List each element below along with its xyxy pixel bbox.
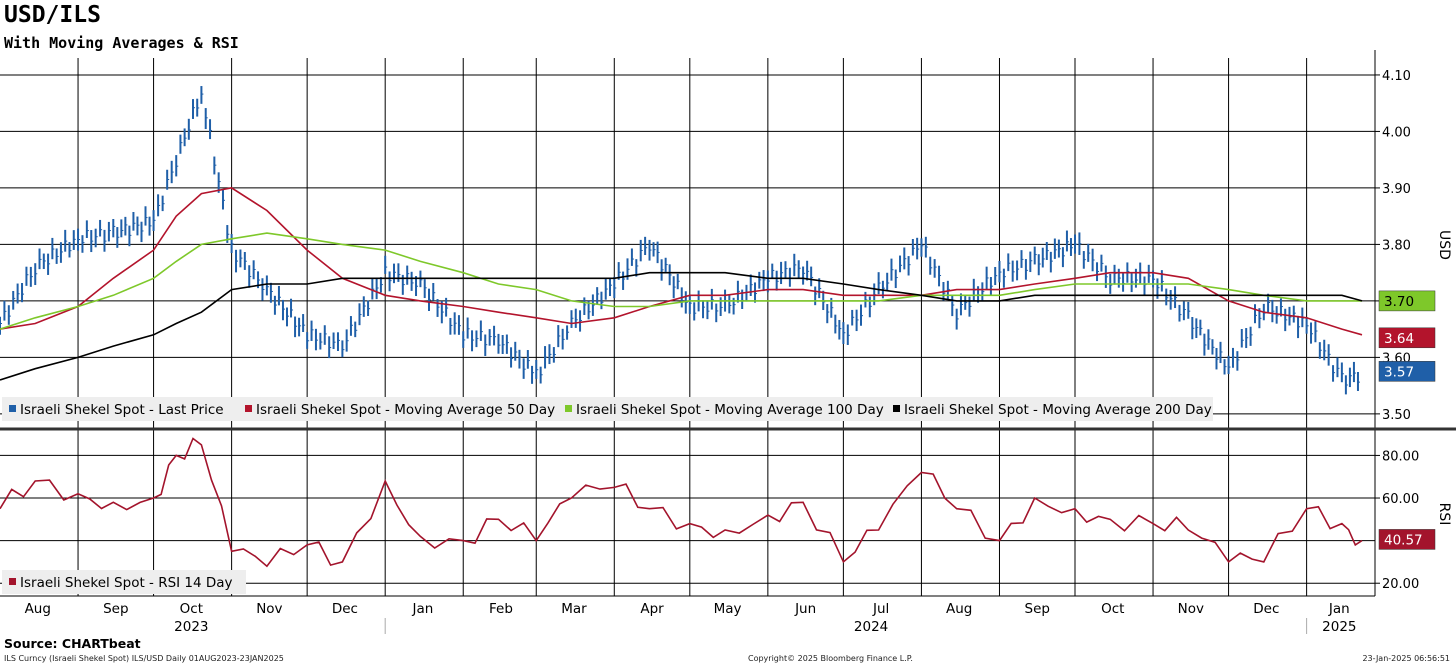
last-value-tag-rsi: 40.57 — [1378, 529, 1436, 550]
value-tag-box — [1378, 327, 1436, 349]
price-series-last-price — [0, 86, 1360, 395]
x-tick-label-month: Mar — [561, 601, 587, 617]
source-note: Source: CHARTbeat — [4, 636, 141, 651]
y-tick-label: 3.80 — [1382, 238, 1411, 253]
value-tag-box — [1378, 361, 1436, 382]
legend-swatch — [9, 405, 16, 412]
legend-swatch — [9, 578, 16, 585]
x-tick-label-month: Oct — [1101, 601, 1124, 617]
y-tick-label: 60.00 — [1382, 492, 1419, 507]
x-tick-label-month: Nov — [1178, 601, 1204, 617]
rsi-line — [0, 437, 1363, 568]
value-tag-box — [1378, 529, 1436, 550]
x-tick-label-month: May — [714, 601, 742, 617]
legend-swatch — [565, 405, 572, 412]
legend-label: Israeli Shekel Spot - Last Price — [20, 402, 224, 418]
ma200-line — [0, 271, 1363, 381]
x-tick-label-month: Jan — [1328, 601, 1350, 617]
x-tick-label-year: 2025 — [1322, 619, 1356, 635]
footer-ticker-info: ILS Curncy (Israeli Shekel Spot) ILS/USD… — [4, 654, 284, 663]
legend-main: Israeli Shekel Spot - Last Price Israeli … — [2, 397, 1213, 421]
value-tag-text: 40.57 — [1384, 532, 1423, 548]
footer-copyright: Copyright© 2025 Bloomberg Finance L.P. — [748, 654, 913, 663]
value-tag-box — [1378, 290, 1436, 312]
legend-label: Israeli Shekel Spot - RSI 14 Day — [20, 575, 233, 591]
x-tick-label-month: Sep — [1025, 601, 1050, 617]
x-tick-label-month: Jan — [412, 601, 434, 617]
y-tick-label: 4.00 — [1382, 125, 1411, 140]
grid-lines — [0, 58, 1375, 596]
legend-swatch — [893, 405, 900, 412]
legend-label: Israeli Shekel Spot - Moving Average 50 … — [256, 402, 555, 418]
last-value-tag-price: 3.57 — [1378, 361, 1436, 382]
x-tick-label-month: Feb — [489, 601, 513, 617]
legend-label: Israeli Shekel Spot - Moving Average 200… — [904, 402, 1212, 418]
legend-label: Israeli Shekel Spot - Moving Average 100… — [576, 402, 884, 418]
last-value-tag-ma100: 3.70 — [1378, 290, 1436, 312]
y-axis-title: RSI — [1436, 503, 1452, 526]
legend-background — [2, 397, 1213, 421]
x-tick-label-month: Apr — [640, 601, 664, 617]
y-tick-label: 80.00 — [1382, 449, 1419, 464]
ma100-line — [0, 232, 1362, 330]
y-tick-label: 3.90 — [1382, 182, 1411, 197]
footer-timestamp: 23-Jan-2025 06:56:51 — [1362, 654, 1450, 663]
value-tag-text: 3.57 — [1384, 364, 1414, 380]
x-tick-label-month: Aug — [946, 601, 972, 617]
x-tick-label-year: 2023 — [174, 619, 208, 635]
x-tick-label-month: Jun — [794, 601, 816, 617]
x-tick-label-year: 2024 — [854, 619, 888, 635]
x-tick-label-month: Sep — [103, 601, 128, 617]
value-tag-text: 3.64 — [1384, 331, 1414, 347]
x-tick-label-month: Aug — [25, 601, 51, 617]
last-value-tag-ma50: 3.64 — [1378, 327, 1436, 349]
x-tick-label-month: Nov — [256, 601, 282, 617]
x-tick-label-month: Jul — [872, 601, 889, 617]
y-axis-title: USD — [1436, 230, 1452, 260]
chart-subtitle: With Moving Averages & RSI — [4, 34, 239, 52]
x-tick-label-month: Dec — [332, 601, 358, 617]
x-tick-label-month: Oct — [180, 601, 203, 617]
y-tick-label: 20.00 — [1382, 577, 1419, 592]
y-tick-label: 4.10 — [1382, 69, 1411, 84]
legend-rsi: Israeli Shekel Spot - RSI 14 Day — [2, 570, 246, 594]
legend-background — [2, 570, 246, 594]
y-tick-label: 3.50 — [1382, 408, 1411, 423]
x-tick-label-month: Dec — [1253, 601, 1279, 617]
ma50-line — [0, 187, 1363, 336]
value-tag-text: 3.70 — [1384, 294, 1414, 310]
legend-swatch — [245, 405, 252, 412]
chart-title: USD/ILS — [4, 2, 101, 28]
